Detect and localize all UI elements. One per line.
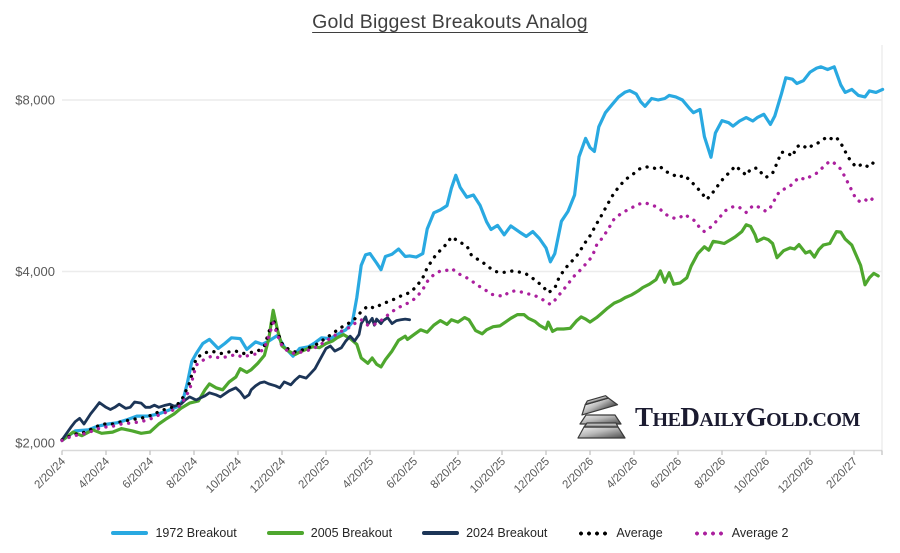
y-tick-label: $8,000	[15, 93, 55, 108]
x-tick-label: 10/20/24	[204, 455, 245, 496]
watermark-text-part: HE	[652, 408, 681, 431]
series-line-average	[60, 134, 878, 442]
legend-swatch	[577, 530, 610, 536]
x-tick-label: 2/20/27	[825, 456, 861, 492]
legend-label: 2024 Breakout	[466, 526, 548, 540]
watermark: THEDAILYGOLD.COM	[577, 393, 860, 441]
x-tick-label: 8/20/24	[165, 455, 201, 491]
legend-item-2024-breakout: 2024 Breakout	[422, 526, 547, 540]
watermark-text: THEDAILYGOLD.COM	[635, 402, 860, 433]
x-tick-label: 10/20/25	[468, 456, 508, 496]
watermark-text-part: T	[635, 401, 653, 432]
gridlines	[62, 45, 883, 452]
legend-label: Average	[616, 526, 663, 540]
x-tick-label: 6/20/26	[649, 456, 685, 492]
x-tick-label: 4/20/25	[341, 456, 377, 492]
gold-bars-icon	[577, 395, 626, 439]
y-tick-label: $2,000	[15, 436, 55, 451]
x-tick-label: 6/20/25	[385, 456, 421, 492]
legend-swatch	[111, 531, 149, 535]
x-tick-label: 12/20/25	[512, 456, 552, 496]
series-line-2005-breakout	[60, 223, 880, 443]
chart-title-text: Gold Biggest Breakouts Analog	[312, 11, 588, 33]
x-tick-label: 8/20/25	[429, 456, 465, 492]
legend-swatch	[266, 531, 304, 535]
x-tick-label: 2/20/24	[33, 455, 69, 491]
x-tick-label: 4/20/26	[605, 456, 641, 492]
watermark-text-part: D	[680, 401, 700, 432]
series-line-average-2	[60, 159, 876, 443]
chart-title: Gold Biggest Breakouts Analog	[0, 11, 900, 34]
series-lines	[60, 65, 885, 443]
series-line-2024-breakout	[60, 315, 411, 442]
x-tick-label: 6/20/24	[121, 455, 157, 491]
x-tick-label: 12/20/26	[776, 456, 816, 496]
legend-item-2005-breakout: 2005 Breakout	[266, 526, 393, 540]
x-tick-label: 4/20/24	[77, 455, 113, 491]
x-tick-label: 2/20/25	[297, 456, 333, 492]
y-tick-label: $4,000	[15, 264, 55, 279]
x-tick-label: 2/20/26	[561, 456, 597, 492]
legend-label: 1972 Breakout	[155, 526, 237, 540]
chart-legend: 1972 Breakout 2005 Breakout 2024 Breakout A…	[0, 526, 900, 540]
legend-swatch	[692, 530, 725, 536]
legend-item-average-2: Average 2	[692, 526, 789, 540]
y-axis-labels: $2,000 $4,000 $8,000	[15, 93, 55, 451]
x-tick-label: 10/20/26	[732, 456, 772, 496]
legend-item-1972-breakout: 1972 Breakout	[111, 526, 237, 540]
watermark-text-part: AILY	[699, 408, 746, 431]
watermark-text-part: OLD	[766, 408, 808, 431]
watermark-text-part: .COM	[807, 408, 860, 431]
legend-label: 2005 Breakout	[310, 526, 393, 540]
legend-label: Average 2	[731, 526, 789, 540]
x-tick-label: 12/20/24	[248, 455, 289, 496]
x-axis-labels: 2/20/24 4/20/24 6/20/24 8/20/24 10/20/24 12/2…	[33, 450, 883, 496]
legend-swatch	[422, 531, 460, 535]
x-tick-label: 8/20/26	[693, 456, 729, 492]
watermark-text-part: G	[745, 401, 767, 432]
series-line-1972-breakout	[60, 65, 885, 443]
legend-item-average: Average	[577, 526, 663, 540]
